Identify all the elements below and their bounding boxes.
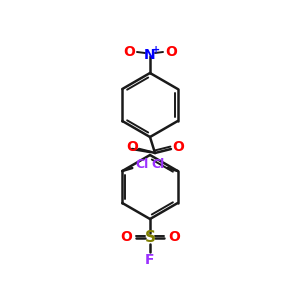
Text: O: O [165, 45, 177, 59]
Text: O: O [168, 230, 180, 244]
Text: O: O [172, 140, 184, 154]
Text: +: + [152, 45, 160, 55]
Text: N: N [144, 48, 156, 62]
Text: O: O [123, 45, 135, 59]
Text: O: O [120, 230, 132, 244]
Text: S: S [145, 230, 155, 245]
Text: Cl: Cl [136, 158, 149, 172]
Text: O: O [126, 140, 138, 154]
Text: Cl: Cl [151, 158, 164, 172]
Text: F: F [145, 253, 155, 267]
